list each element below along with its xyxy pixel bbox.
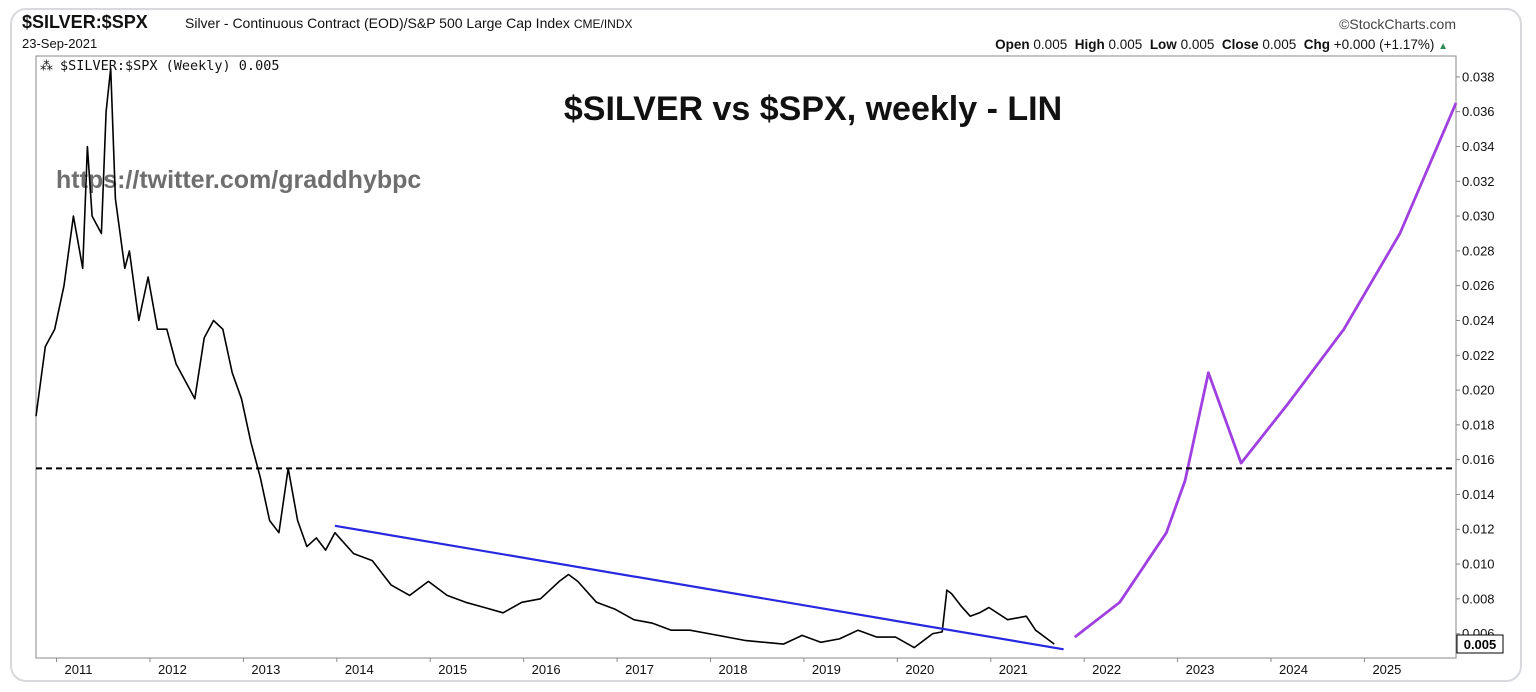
x-tick-label: 2015 (438, 662, 467, 677)
x-tick-label: 2022 (1092, 662, 1121, 677)
projection-curve (1073, 102, 1458, 639)
open-label: Open (995, 37, 1030, 52)
y-tick-label: 0.034 (1462, 139, 1495, 154)
description-text: Silver - Continuous Contract (EOD)/S&P 5… (185, 15, 570, 31)
chart-title: $SILVER vs $SPX, weekly - LIN (564, 90, 1062, 128)
symbol-description: Silver - Continuous Contract (EOD)/S&P 5… (185, 15, 633, 31)
x-tick-label: 2021 (999, 662, 1028, 677)
exchange-text: CME/INDX (573, 17, 633, 31)
legend-text: $SILVER:$SPX (Weekly) 0.005 (60, 58, 279, 74)
brand-text: StockCharts.com (1349, 16, 1456, 32)
x-tick-label: 2018 (719, 662, 748, 677)
x-tick-label: 2017 (625, 662, 654, 677)
x-tick-label: 2024 (1279, 662, 1308, 677)
y-tick-label: 0.014 (1462, 487, 1495, 502)
x-tick-label: 2025 (1372, 662, 1401, 677)
y-tick-label: 0.032 (1462, 174, 1495, 189)
y-tick-label: 0.020 (1462, 383, 1495, 398)
plot-area (35, 55, 1457, 659)
y-tick-label: 0.016 (1462, 452, 1495, 467)
open-value: 0.005 (1033, 37, 1068, 52)
ohlc-bar: Open 0.005 High 0.005 Low 0.005 Close 0.… (995, 37, 1448, 52)
symbol-title: $SILVER:$SPX (22, 12, 148, 32)
copyright-icon: © (1339, 16, 1350, 32)
quote-date: 23-Sep-2021 (22, 36, 98, 51)
y-tick-label: 0.008 (1462, 591, 1495, 606)
low-label: Low (1149, 37, 1177, 52)
y-tick-label: 0.026 (1462, 278, 1495, 293)
high-value: 0.005 (1108, 37, 1143, 52)
chg-label: Chg (1303, 37, 1330, 52)
x-tick-label: 2016 (532, 662, 561, 677)
y-tick-label: 0.024 (1462, 313, 1495, 328)
close-value: 0.005 (1262, 37, 1297, 52)
x-tick-label: 2011 (65, 662, 93, 677)
up-triangle-icon: ▲ (1438, 41, 1448, 52)
y-tick-label: 0.036 (1462, 104, 1495, 119)
high-label: High (1074, 37, 1105, 52)
y-tick-label: 0.018 (1462, 417, 1495, 432)
brand: ©StockCharts.com (1339, 16, 1456, 32)
x-tick-label: 2023 (1186, 662, 1215, 677)
y-tick-label: 0.030 (1462, 209, 1495, 224)
current-value-label: 0.005 (1464, 637, 1497, 652)
y-tick-label: 0.022 (1462, 348, 1495, 363)
legend-symbol-icon: ⁂ (40, 59, 53, 74)
current-value-box (1456, 634, 1504, 654)
y-tick-label: 0.038 (1462, 69, 1495, 84)
x-tick-label: 2013 (251, 662, 280, 677)
watermark: https://twitter.com/graddhybpc (56, 166, 421, 194)
y-tick-label: 0.010 (1462, 557, 1495, 572)
x-tick-label: 2019 (812, 662, 841, 677)
chg-value: +0.000 (+1.17%) (1333, 37, 1435, 52)
x-tick-label: 2012 (158, 662, 187, 677)
y-tick-label: 0.012 (1462, 522, 1495, 537)
low-value: 0.005 (1180, 37, 1215, 52)
x-tick-label: 2014 (345, 662, 374, 677)
downtrend-line (334, 524, 1064, 651)
x-tick-label: 2020 (905, 662, 934, 677)
chart-frame (10, 8, 1522, 682)
close-label: Close (1221, 37, 1259, 52)
ratio-line (35, 67, 1055, 649)
y-tick-label: 0.028 (1462, 243, 1495, 258)
